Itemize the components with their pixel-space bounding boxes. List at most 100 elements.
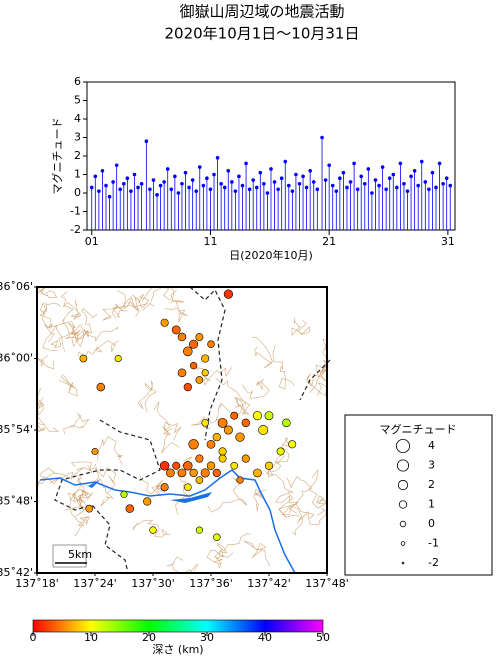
point bbox=[100, 169, 105, 173]
point bbox=[362, 181, 367, 186]
point bbox=[297, 181, 302, 186]
x-tick-label: 11 bbox=[203, 235, 217, 248]
epicenter bbox=[183, 382, 192, 392]
point bbox=[301, 174, 305, 179]
point bbox=[366, 167, 371, 171]
contour bbox=[97, 436, 123, 465]
colorbar-tick-label: 20 bbox=[142, 631, 156, 644]
point bbox=[348, 180, 353, 184]
y-tick-label: -1 bbox=[70, 205, 81, 218]
epicenter bbox=[114, 354, 122, 363]
contour bbox=[36, 286, 58, 298]
point bbox=[412, 169, 417, 173]
colorbar bbox=[32, 619, 324, 633]
epicenter bbox=[143, 497, 152, 506]
contour bbox=[306, 373, 327, 397]
epicenter bbox=[264, 411, 274, 421]
point bbox=[125, 176, 130, 180]
point bbox=[380, 165, 385, 169]
point bbox=[201, 183, 206, 188]
epicenter bbox=[253, 468, 262, 478]
point bbox=[338, 176, 342, 180]
y-tick-label: 35˚54' bbox=[0, 423, 33, 436]
point bbox=[122, 181, 126, 186]
point bbox=[162, 180, 166, 184]
epicenter bbox=[201, 354, 210, 363]
contour bbox=[132, 520, 171, 538]
point bbox=[173, 174, 177, 179]
point bbox=[355, 187, 360, 192]
point bbox=[165, 167, 170, 171]
point bbox=[136, 185, 140, 190]
epicenter bbox=[241, 418, 251, 428]
legend-box bbox=[344, 414, 493, 576]
point bbox=[387, 176, 392, 180]
y-tick-label: 35˚48' bbox=[0, 495, 33, 508]
point bbox=[352, 161, 356, 166]
point bbox=[315, 187, 320, 192]
epicenter bbox=[165, 468, 175, 478]
point bbox=[169, 187, 174, 192]
point bbox=[272, 180, 277, 184]
contour bbox=[69, 492, 90, 537]
contour bbox=[275, 492, 300, 518]
x-tick-label: 137˚48' bbox=[305, 577, 349, 590]
y-tick-label: 4 bbox=[74, 112, 81, 125]
contour bbox=[142, 286, 181, 311]
epicenter bbox=[183, 483, 192, 492]
legend-label: -1 bbox=[428, 537, 439, 550]
epicenter bbox=[171, 325, 181, 335]
legend-label: 0 bbox=[428, 517, 435, 530]
point bbox=[114, 163, 119, 168]
contour bbox=[36, 352, 55, 370]
point bbox=[448, 183, 453, 188]
contour bbox=[161, 426, 180, 454]
contour bbox=[78, 340, 119, 357]
epicenter bbox=[201, 369, 209, 377]
point bbox=[384, 187, 388, 192]
point bbox=[287, 183, 291, 188]
point bbox=[308, 169, 312, 173]
epicenter bbox=[223, 425, 233, 435]
point bbox=[230, 180, 234, 184]
contour bbox=[281, 503, 315, 536]
point bbox=[395, 185, 399, 190]
legend-title: マグニチュード bbox=[380, 422, 457, 436]
contour bbox=[36, 402, 59, 433]
legend-marker bbox=[401, 561, 405, 565]
point bbox=[158, 183, 163, 188]
epicenter bbox=[212, 468, 221, 478]
contour bbox=[137, 380, 157, 413]
legend-label: 2 bbox=[428, 478, 435, 491]
y-tick-label: 6 bbox=[74, 75, 81, 88]
epicenter bbox=[218, 447, 227, 456]
map-background bbox=[36, 286, 328, 574]
epicenter bbox=[200, 468, 210, 478]
contour bbox=[111, 303, 140, 319]
contour bbox=[216, 533, 251, 558]
contour bbox=[207, 477, 248, 513]
epicenter bbox=[206, 461, 216, 470]
contour bbox=[312, 359, 328, 382]
boundary bbox=[54, 286, 331, 574]
point bbox=[89, 185, 94, 190]
contour bbox=[117, 290, 150, 309]
epicenter bbox=[288, 440, 297, 449]
point bbox=[423, 180, 428, 184]
point bbox=[311, 180, 316, 184]
epicenter bbox=[195, 376, 204, 384]
contour bbox=[291, 317, 310, 336]
epicenter bbox=[218, 454, 227, 463]
epicenter bbox=[188, 439, 199, 450]
contour bbox=[219, 396, 247, 417]
epicenter bbox=[213, 533, 221, 542]
x-tick-label: 137˚24' bbox=[73, 577, 117, 590]
epicenter bbox=[206, 439, 216, 449]
river bbox=[39, 469, 296, 574]
y-tick-label: 35˚42' bbox=[0, 566, 33, 579]
point bbox=[359, 174, 364, 179]
point bbox=[283, 159, 288, 164]
y-tick-label: 36˚06' bbox=[0, 280, 33, 293]
contour bbox=[58, 374, 78, 397]
point bbox=[441, 181, 445, 186]
